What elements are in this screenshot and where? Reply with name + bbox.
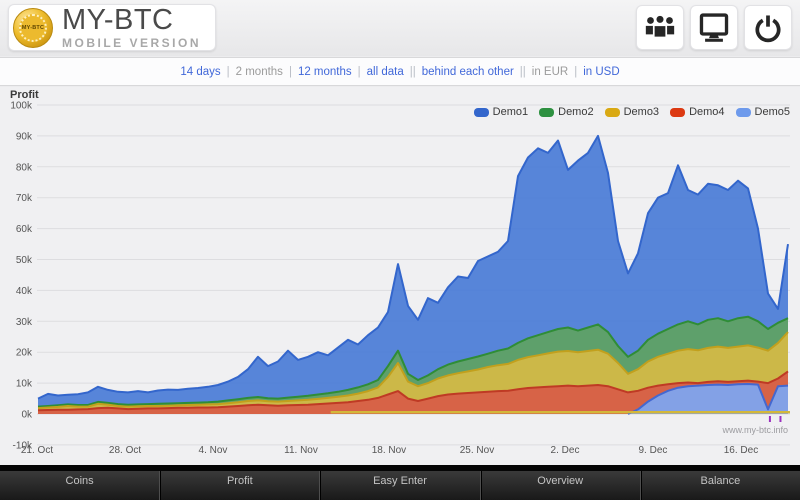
- x-axis-label: 4. Nov: [199, 445, 228, 456]
- legend-swatch-demo5: [735, 107, 751, 117]
- nav-coins-button[interactable]: Coins: [0, 471, 160, 500]
- power-button[interactable]: [744, 5, 792, 50]
- filter-option-all-data[interactable]: all data: [366, 65, 404, 78]
- app-title: MY-BTC: [62, 3, 174, 36]
- y-axis-label: 40k: [16, 286, 33, 297]
- x-axis-label: 16. Dec: [724, 445, 758, 456]
- y-axis-label: 70k: [16, 193, 33, 204]
- x-axis-label: 25. Nov: [460, 445, 494, 456]
- logo: MY-BTC MY-BTC MOBILE VERSION: [8, 3, 217, 51]
- area-demo4: [38, 371, 788, 414]
- y-axis-label: 20k: [16, 348, 33, 359]
- legend-item-demo2[interactable]: Demo2: [539, 106, 594, 118]
- legend-item-demo5[interactable]: Demo5: [735, 106, 790, 118]
- bottom-nav: Coins Profit Easy Enter Overview Balance: [0, 465, 800, 500]
- legend-label: Demo2: [558, 106, 594, 118]
- profit-area-chart: 100k 90k 80k 70k 60k 50k 40k 30k 20k 10k 0k -10k21.…: [10, 101, 790, 456]
- line-demo4: [37, 370, 789, 412]
- filter-option-in-usd[interactable]: in USD: [583, 65, 620, 78]
- header-actions: [636, 5, 792, 50]
- y-axis-label: 80k: [16, 162, 33, 173]
- legend-label: Demo1: [492, 106, 529, 118]
- y-axis-label: 30k: [16, 317, 33, 328]
- legend-item-demo1[interactable]: Demo1: [473, 106, 529, 118]
- filter-option-14-days[interactable]: 14 days: [180, 65, 221, 78]
- filter-separator: |: [574, 65, 578, 78]
- filter-separator: |: [226, 65, 230, 78]
- legend-item-demo3[interactable]: Demo3: [604, 106, 660, 118]
- filter-option-in-eur[interactable]: in EUR: [531, 65, 569, 78]
- y-axis-label: -10k: [13, 440, 33, 451]
- x-axis-label: 28. Oct: [109, 445, 141, 456]
- legend-label: Demo4: [689, 106, 725, 118]
- y-axis-label: 60k: [16, 224, 33, 235]
- filter-option-12-months[interactable]: 12 months: [297, 65, 352, 78]
- x-axis-label: 9. Dec: [639, 445, 668, 456]
- chart-section: Profit 100k 90k 80k 70k 60k 50k 40k 30k 20k 10k 0k…: [0, 87, 800, 465]
- legend-swatch-demo4: [670, 107, 686, 117]
- nav-balance-button[interactable]: Balance: [639, 471, 800, 500]
- coin-text: MY-BTC: [19, 13, 47, 42]
- users-icon: [645, 13, 675, 38]
- filter-separator: |: [288, 65, 292, 78]
- filter-separator: |: [357, 65, 361, 78]
- x-axis-label: 2. Dec: [551, 445, 580, 456]
- y-axis-label: 90k: [16, 131, 33, 142]
- nav-overview-button[interactable]: Overview: [479, 471, 640, 500]
- chart-legend: Demo1 Demo2 Demo3 Demo4 Demo5: [473, 106, 790, 118]
- desktop-button[interactable]: [690, 5, 738, 50]
- desktop-icon: [699, 12, 729, 42]
- legend-label: Demo5: [754, 106, 790, 118]
- coin-logo-icon: MY-BTC: [13, 7, 53, 48]
- line-demo1: [37, 134, 789, 400]
- chart-title: Profit: [10, 89, 39, 101]
- legend-swatch-demo2: [539, 107, 555, 117]
- purple-artifact-mark: [779, 416, 782, 422]
- line-demo5: [627, 383, 789, 415]
- watermark: www.my-btc.info: [722, 425, 788, 435]
- y-axis-label: 100k: [10, 101, 33, 112]
- logo-text: MY-BTC MOBILE VERSION: [62, 3, 202, 50]
- y-axis-label: 0k: [21, 410, 33, 421]
- y-axis-label: 10k: [16, 379, 33, 390]
- filter-group-separator: ||: [409, 65, 416, 78]
- nav-easy-enter-button[interactable]: Easy Enter: [319, 471, 480, 500]
- line-demo3: [37, 331, 789, 410]
- app-subtitle: MOBILE VERSION: [62, 35, 202, 50]
- baseline-strip: [330, 411, 790, 414]
- bottom-nav-row: Coins Profit Easy Enter Overview Balance: [0, 471, 800, 500]
- filter-option-2-months[interactable]: 2 months: [235, 65, 283, 78]
- nav-profit-button[interactable]: Profit: [159, 471, 320, 500]
- legend-label: Demo3: [623, 106, 660, 118]
- users-button[interactable]: [636, 5, 684, 50]
- legend-item-demo4[interactable]: Demo4: [670, 106, 725, 118]
- purple-artifact-mark: [768, 416, 771, 422]
- header: MY-BTC MY-BTC MOBILE VERSION: [0, 0, 800, 56]
- x-axis-label: 11. Nov: [284, 445, 318, 456]
- filter-group-separator: ||: [519, 65, 526, 78]
- bottom-nav-strip: [0, 465, 800, 471]
- legend-swatch-demo3: [604, 107, 620, 117]
- legend-swatch-demo1: [473, 107, 489, 117]
- power-icon: [755, 14, 781, 42]
- line-demo2: [37, 315, 789, 408]
- filter-bar: 14 days | 2 months | 12 months | all data || beh…: [0, 57, 800, 86]
- y-axis-label: 50k: [16, 255, 33, 266]
- x-axis-label: 18. Nov: [372, 445, 406, 456]
- filter-option-behind-each-other[interactable]: behind each other: [421, 65, 514, 78]
- x-axis-label: 21. Oct: [21, 445, 53, 456]
